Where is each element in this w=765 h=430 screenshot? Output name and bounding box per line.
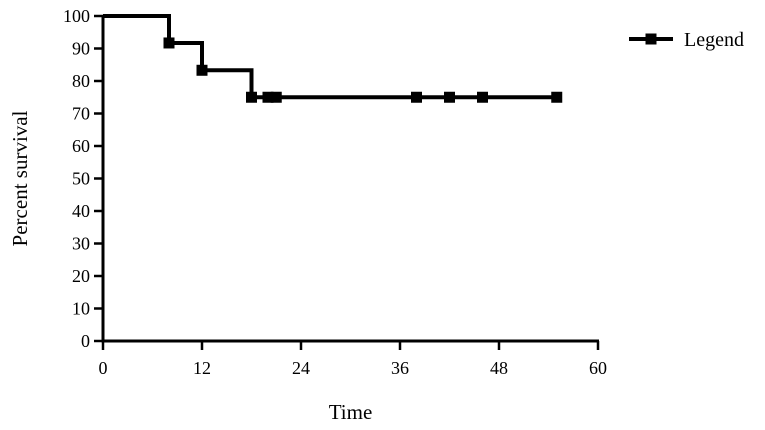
x-tick-label: 48: [490, 358, 508, 378]
x-tick-label: 0: [99, 358, 108, 378]
data-point-marker: [196, 64, 208, 76]
y-tick-label: 70: [72, 104, 90, 124]
x-axis-title: Time: [329, 400, 373, 424]
y-tick-label: 100: [63, 6, 90, 26]
y-tick-label: 90: [72, 39, 90, 59]
survival-curve: [103, 14, 557, 100]
data-point-marker: [411, 91, 422, 103]
x-tick-label: 12: [193, 358, 211, 378]
y-tick-label: 30: [72, 234, 90, 254]
data-point-marker: [262, 91, 274, 103]
x-tick-label: 60: [589, 358, 607, 378]
legend: Legend: [629, 29, 744, 51]
y-axis-title: Percent survival: [8, 110, 32, 246]
legend-marker-swatch: [645, 33, 657, 45]
data-point-marker: [270, 91, 282, 103]
y-axis-ticks: 0 10 20 30 40 50 60 70 80 90 100: [63, 6, 103, 351]
x-tick-label: 36: [391, 358, 409, 378]
y-tick-label: 20: [72, 266, 90, 286]
data-point-marker: [163, 37, 175, 49]
legend-label: Legend: [684, 29, 744, 51]
data-point-marker: [477, 91, 488, 103]
data-point-marker: [246, 91, 257, 103]
y-tick-label: 80: [72, 71, 90, 91]
data-point-marker: [444, 91, 455, 103]
x-axis-ticks: 0 12 24 36 48 60: [99, 341, 607, 378]
x-tick-label: 24: [292, 358, 310, 378]
y-tick-label: 10: [72, 299, 90, 319]
y-tick-label: 50: [72, 169, 90, 189]
data-point-marker: [551, 91, 563, 103]
y-tick-label: 60: [72, 136, 90, 156]
y-tick-label: 0: [81, 331, 90, 351]
y-tick-label: 40: [72, 201, 90, 221]
censor-markers: [163, 37, 563, 103]
